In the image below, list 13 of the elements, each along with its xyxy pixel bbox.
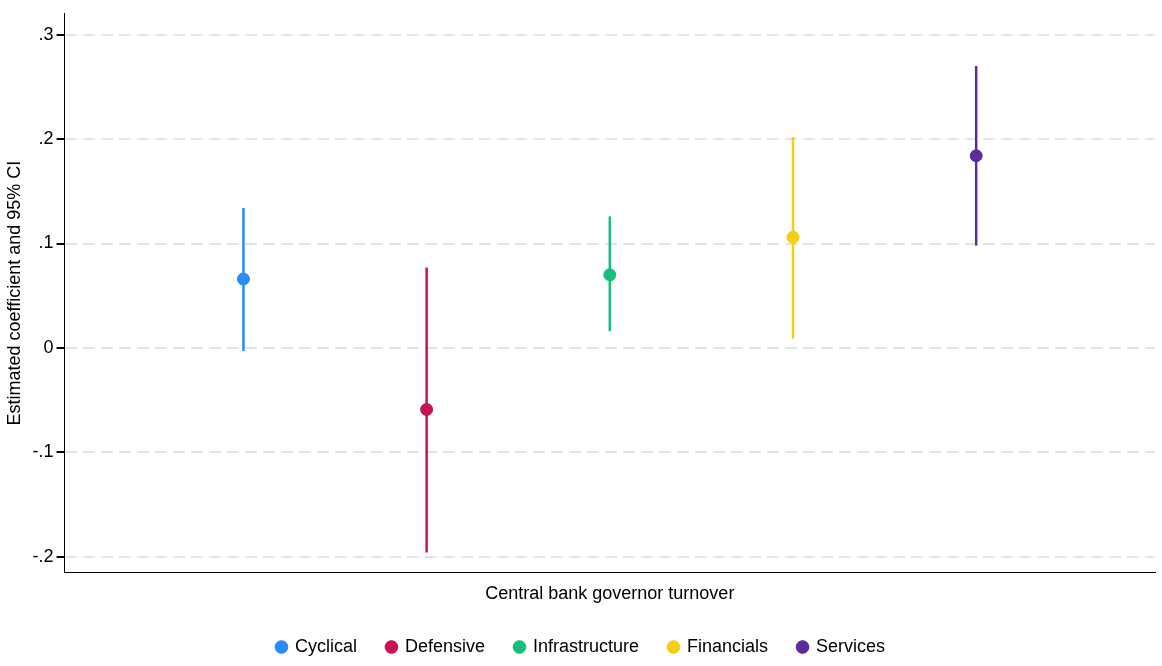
y-tick-label: -.1: [32, 441, 54, 462]
y-tick-label: .1: [38, 232, 54, 253]
legend-label: Cyclical: [294, 635, 357, 656]
y-tick-label: .2: [38, 128, 54, 149]
legend-label: Services: [816, 635, 886, 656]
x-tick-label: Central bank governor turnover: [485, 583, 735, 604]
y-axis-title: Estimated coefficient and 95% CI: [3, 160, 24, 426]
legend-label: Infrastructure: [532, 635, 640, 656]
y-tick-label: -.2: [32, 545, 54, 566]
legend-label: Defensive: [404, 635, 485, 656]
y-tick-label: 0: [43, 336, 54, 357]
legend-label: Financials: [687, 635, 769, 656]
y-tick-label: .3: [38, 23, 54, 44]
